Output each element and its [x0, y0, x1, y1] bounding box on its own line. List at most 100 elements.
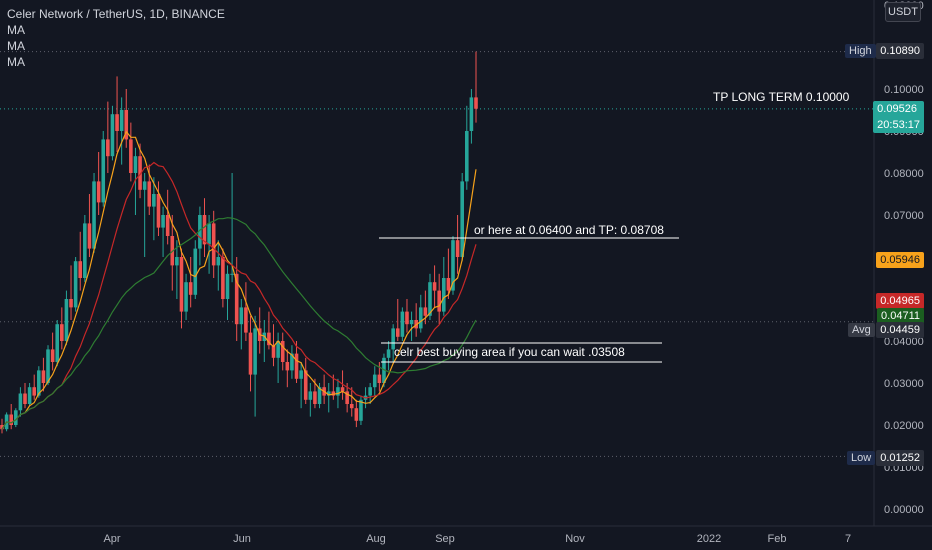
candle-body: [14, 410, 18, 425]
ma-line-1: [1, 130, 477, 430]
best-buying-note[interactable]: celr best buying area if you can wait .0…: [394, 345, 625, 359]
y-tick-label: 0.03000: [884, 378, 924, 390]
candle-body: [9, 414, 14, 425]
candle-body: [165, 215, 170, 236]
candle-body: [156, 194, 161, 228]
candle-body: [50, 349, 55, 362]
candle-body: [299, 370, 303, 379]
candle-body: [400, 311, 405, 337]
candle-body: [46, 349, 50, 383]
ma-label-1[interactable]: MA: [7, 23, 25, 37]
candle-body: [216, 257, 221, 266]
ma-label-3[interactable]: MA: [7, 55, 25, 69]
candle-body: [37, 370, 41, 396]
candle-body: [290, 353, 294, 371]
candle-body: [221, 257, 225, 299]
current-price-tag: 0.09526 20:53:17: [873, 101, 924, 133]
x-tick-label: 2022: [697, 533, 721, 545]
candle-body: [280, 341, 285, 362]
y-tick-label: 0.04000: [884, 336, 924, 348]
candle-body: [469, 97, 474, 131]
candle-body: [152, 194, 156, 207]
chart-legend: Celer Network / TetherUS, 1D, BINANCE MA…: [7, 6, 225, 70]
low-value-tag: 0.01252: [876, 450, 924, 466]
candle-body: [92, 181, 96, 249]
candle-body: [313, 391, 317, 404]
candle-body: [184, 282, 188, 312]
candle-body: [73, 261, 78, 308]
candle-body: [336, 387, 340, 396]
currency-button[interactable]: USDT: [885, 2, 921, 22]
candle-body: [188, 282, 193, 295]
x-tick-label: 7: [845, 533, 851, 545]
candle-body: [138, 156, 142, 190]
candle-body: [455, 240, 460, 257]
candle-body: [211, 223, 216, 266]
candle-body: [179, 257, 184, 312]
tp-long-term-note[interactable]: TP LONG TERM 0.10000: [713, 90, 850, 104]
candle-body: [147, 181, 152, 207]
candle-body: [115, 114, 119, 131]
candle-body: [207, 223, 211, 245]
candle-body: [142, 181, 147, 190]
candle-body: [428, 282, 432, 316]
candle-body: [129, 139, 133, 173]
candle-body: [271, 345, 276, 358]
candle-body: [276, 341, 280, 358]
candle-body: [64, 299, 69, 341]
candle-body: [133, 156, 138, 173]
ma-line-2: [1, 161, 477, 430]
candle-body: [234, 273, 239, 325]
candle-body: [308, 391, 313, 400]
candle-body: [83, 223, 87, 278]
candle-body: [359, 399, 363, 421]
ma-label-2[interactable]: MA: [7, 39, 25, 53]
candle-body: [55, 324, 60, 362]
current-price: 0.09526: [877, 103, 917, 115]
candle-body: [202, 215, 207, 245]
candle-body: [0, 425, 4, 430]
candle-body: [175, 257, 179, 266]
candle-body: [418, 307, 423, 329]
candle-body: [377, 374, 382, 383]
avg-label: Avg: [848, 323, 875, 337]
candle-body: [110, 114, 115, 157]
green-ma-tag: 0.04711: [877, 308, 924, 324]
candle-body: [239, 307, 244, 325]
candle-body: [349, 404, 354, 409]
candle-body: [446, 278, 451, 291]
candle-body: [464, 131, 469, 182]
candle-body: [368, 387, 372, 396]
x-tick-label: Aug: [366, 533, 386, 545]
candle-body: [78, 261, 83, 278]
candle-body: [326, 391, 331, 396]
ma-line-3: [1, 217, 477, 430]
candle-body: [267, 332, 271, 346]
avg-value-tag: 0.04459: [876, 322, 924, 338]
candle-body: [474, 97, 478, 109]
red-ma-tag: 0.04965: [876, 293, 924, 309]
candle-body: [119, 110, 124, 131]
or-here-note[interactable]: or here at 0.06400 and TP: 0.08708: [474, 223, 664, 237]
x-tick-label: Sep: [435, 533, 455, 545]
y-tick-label: 0.00000: [884, 504, 924, 516]
symbol-title[interactable]: Celer Network / TetherUS, 1D, BINANCE: [7, 7, 225, 21]
candle-body: [32, 387, 37, 396]
candle-body: [372, 374, 377, 388]
y-tick-label: 0.08000: [884, 168, 924, 180]
candle-body: [345, 391, 349, 404]
candle-body: [124, 110, 129, 140]
candle-body: [27, 387, 32, 404]
candle-body: [354, 408, 359, 421]
candle-body: [193, 248, 198, 295]
candle-body: [225, 273, 230, 299]
candle-body: [41, 370, 46, 383]
y-tick-label: 0.02000: [884, 420, 924, 432]
candle-body: [18, 393, 23, 411]
candle-body: [60, 324, 64, 341]
candle-body: [386, 349, 391, 358]
candle-body: [230, 273, 234, 275]
bar-countdown: 20:53:17: [877, 119, 920, 131]
candle-body: [331, 391, 336, 396]
